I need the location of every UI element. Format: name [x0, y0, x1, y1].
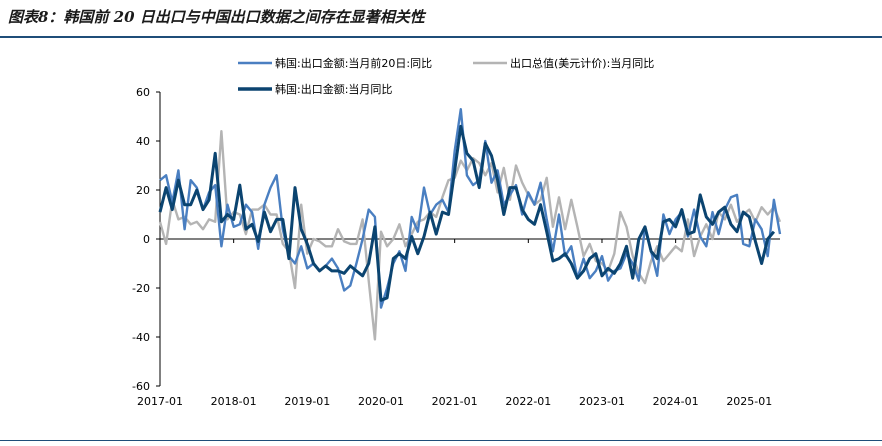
series-line-1	[159, 107, 782, 309]
y-tick-label: 20	[136, 184, 150, 197]
bottom-rule	[0, 440, 882, 441]
y-tick-label: 60	[136, 86, 150, 99]
y-tick-label: 40	[136, 135, 150, 148]
chart-axes	[159, 92, 780, 386]
legend-label-2: 出口总值(美元计价):当月同比	[510, 56, 654, 70]
y-tick-label: -60	[132, 380, 150, 393]
y-tick-label: 0	[143, 233, 150, 246]
legend-label-3: 韩国:出口金额:当月同比	[275, 82, 392, 96]
x-tick-label: 2025-01	[726, 395, 772, 408]
title-underline	[0, 36, 882, 38]
legend-label-1: 韩国:出口金额:当月前20日:同比	[275, 56, 432, 70]
x-tick-label: 2024-01	[653, 395, 699, 408]
chart-series-lines	[158, 107, 782, 341]
y-tick-label: -20	[132, 282, 150, 295]
x-tick-label: 2019-01	[284, 395, 330, 408]
x-tick-label: 2018-01	[211, 395, 257, 408]
y-axis-ticks: 60 40 20 0 -20 -40 -60	[132, 86, 160, 393]
x-tick-label: 2023-01	[579, 395, 625, 408]
x-tick-label: 2022-01	[505, 395, 551, 408]
x-tick-label: 2017-01	[137, 395, 183, 408]
x-tick-label: 2020-01	[358, 395, 404, 408]
chart-title: 图表8：韩国前 20 日出口与中国出口数据之间存在显著相关性	[8, 8, 425, 26]
x-axis-ticks: 2017-01 2018-01 2019-01 2020-01 2021-01 2022-…	[137, 239, 772, 408]
chart-legend: 韩国:出口金额:当月前20日:同比 出口总值(美元计价):当月同比韩国:出口金额:…	[238, 56, 654, 96]
y-tick-label: -40	[132, 331, 150, 344]
series-line-3	[158, 124, 776, 302]
x-tick-label: 2021-01	[432, 395, 478, 408]
